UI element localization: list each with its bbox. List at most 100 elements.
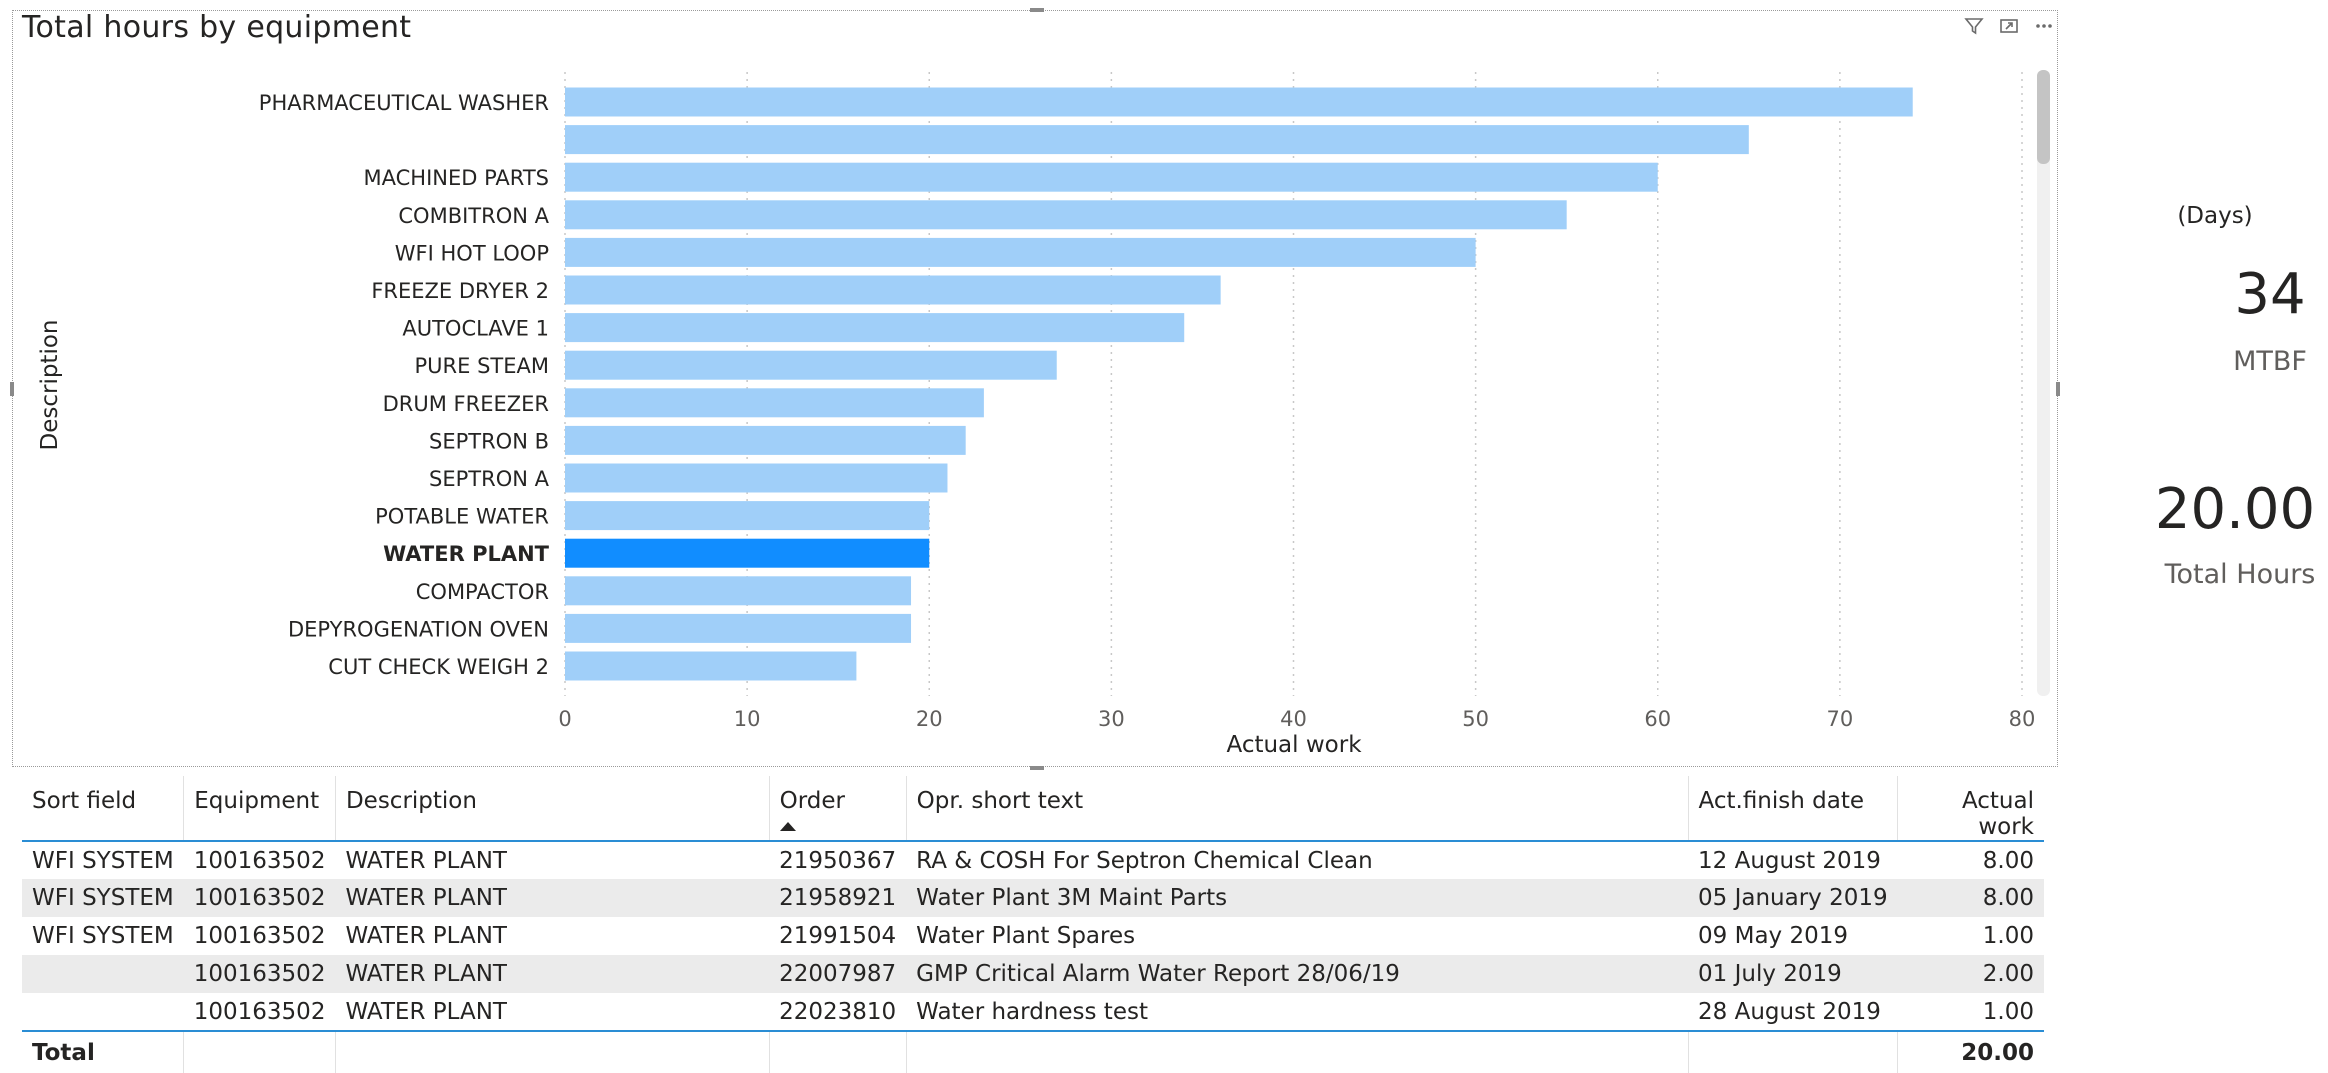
table-row[interactable]: 100163502 WATER PLANT 22023810 Water har… bbox=[22, 993, 2044, 1031]
column-header-actual-work[interactable]: Actual work bbox=[1897, 776, 2044, 842]
column-header-opr-short-text[interactable]: Opr. short text bbox=[906, 776, 1689, 842]
table-row[interactable]: 100163502 WATER PLANT 22007987 GMP Criti… bbox=[22, 955, 2044, 993]
cell-description: WATER PLANT bbox=[335, 879, 770, 917]
cell-sort-field: WFI SYSTEM bbox=[22, 917, 184, 955]
cell-opr-short-text: GMP Critical Alarm Water Report 28/06/19 bbox=[906, 955, 1689, 993]
cell-sort-field bbox=[22, 993, 184, 1031]
bar-chart: PHARMACEUTICAL WASHER MACHINED PARTS COMBI… bbox=[37, 72, 2036, 758]
more-options-icon[interactable] bbox=[2033, 16, 2055, 38]
bar[interactable] bbox=[565, 538, 930, 568]
cell-description: WATER PLANT bbox=[335, 841, 770, 879]
y-category-label: PURE STEAM bbox=[415, 354, 549, 378]
x-tick-label: 10 bbox=[734, 707, 761, 731]
x-tick-label: 0 bbox=[558, 707, 571, 731]
resize-handle-bottom[interactable] bbox=[1030, 766, 1044, 770]
y-category-label: WATER PLANT bbox=[383, 542, 550, 566]
x-tick-label: 70 bbox=[1827, 707, 1854, 731]
resize-handle-left[interactable] bbox=[10, 382, 14, 396]
cell-description: WATER PLANT bbox=[335, 955, 770, 993]
cell-description: WATER PLANT bbox=[335, 917, 770, 955]
y-category-label: WFI HOT LOOP bbox=[395, 241, 549, 265]
cell-order: 21958921 bbox=[769, 879, 907, 917]
cell-act-finish-date: 09 May 2019 bbox=[1688, 917, 1898, 955]
bar[interactable] bbox=[565, 237, 1476, 267]
column-header-order-label: Order bbox=[779, 788, 845, 814]
y-category-label: PHARMACEUTICAL WASHER bbox=[259, 91, 549, 115]
table-total-row: Total 20.00 bbox=[22, 1030, 2044, 1073]
chart-scrollbar-thumb[interactable] bbox=[2037, 70, 2050, 164]
table-row[interactable]: WFI SYSTEM 100163502 WATER PLANT 2199150… bbox=[22, 917, 2044, 955]
column-header-order[interactable]: Order bbox=[769, 776, 907, 842]
x-tick-label: 80 bbox=[2009, 707, 2036, 731]
bar[interactable] bbox=[565, 613, 912, 643]
x-axis-title: Actual work bbox=[1226, 732, 1362, 758]
y-category-label: POTABLE WATER bbox=[375, 505, 549, 529]
cell-equipment: 100163502 bbox=[183, 993, 336, 1031]
cell-sort-field bbox=[22, 955, 184, 993]
column-header-equipment[interactable]: Equipment bbox=[183, 776, 336, 842]
column-header-act-finish-date[interactable]: Act.finish date bbox=[1688, 776, 1899, 842]
table-row[interactable]: WFI SYSTEM 100163502 WATER PLANT 2195036… bbox=[22, 841, 2044, 879]
cell-equipment: 100163502 bbox=[183, 917, 336, 955]
mtbf-unit-label: (Days) bbox=[2177, 203, 2253, 229]
y-category-label: SEPTRON B bbox=[429, 429, 549, 453]
mtbf-value: 34 bbox=[2234, 262, 2306, 327]
y-category-label: MACHINED PARTS bbox=[364, 166, 550, 190]
chart-scrollbar[interactable] bbox=[2037, 70, 2050, 696]
bar[interactable] bbox=[565, 463, 948, 493]
total-value: 20.00 bbox=[1897, 1030, 2044, 1073]
bar[interactable] bbox=[565, 388, 984, 418]
cell-opr-short-text: Water hardness test bbox=[906, 993, 1689, 1031]
bar[interactable] bbox=[565, 125, 1749, 155]
bar[interactable] bbox=[565, 313, 1185, 343]
cell-actual-work: 2.00 bbox=[1897, 955, 2044, 993]
cell-description: WATER PLANT bbox=[335, 993, 770, 1031]
y-category-label: AUTOCLAVE 1 bbox=[402, 317, 549, 341]
x-tick-label: 40 bbox=[1280, 707, 1307, 731]
cell-actual-work: 1.00 bbox=[1897, 917, 2044, 955]
y-category-label: COMPACTOR bbox=[416, 580, 549, 604]
table-row[interactable]: WFI SYSTEM 100163502 WATER PLANT 2195892… bbox=[22, 879, 2044, 917]
resize-handle-right[interactable] bbox=[2056, 382, 2060, 396]
work-order-table: Sort field Equipment Description Order O… bbox=[22, 776, 2044, 1073]
bar[interactable] bbox=[565, 200, 1567, 230]
total-empty-cell bbox=[906, 1030, 1689, 1073]
cell-equipment: 100163502 bbox=[183, 841, 336, 879]
x-tick-label: 50 bbox=[1462, 707, 1489, 731]
cell-sort-field: WFI SYSTEM bbox=[22, 841, 184, 879]
bar[interactable] bbox=[565, 162, 1658, 192]
total-empty-cell bbox=[335, 1030, 770, 1073]
total-hours-value: 20.00 bbox=[2154, 477, 2316, 542]
y-category-label: DEPYROGENATION OVEN bbox=[288, 617, 549, 641]
y-category-label: COMBITRON A bbox=[398, 204, 549, 228]
total-label: Total bbox=[22, 1030, 185, 1073]
cell-equipment: 100163502 bbox=[183, 955, 336, 993]
bar[interactable] bbox=[565, 350, 1057, 380]
column-header-description[interactable]: Description bbox=[335, 776, 770, 842]
column-header-sort-field[interactable]: Sort field bbox=[22, 776, 185, 842]
bar[interactable] bbox=[565, 501, 930, 531]
bar[interactable] bbox=[565, 576, 912, 606]
bar[interactable] bbox=[565, 651, 857, 681]
cell-actual-work: 8.00 bbox=[1897, 841, 2044, 879]
cell-order: 22023810 bbox=[769, 993, 907, 1031]
resize-handle-top[interactable] bbox=[1030, 8, 1044, 12]
focus-mode-icon[interactable] bbox=[1998, 16, 2020, 38]
cell-equipment: 100163502 bbox=[183, 879, 336, 917]
y-category-label: CUT CHECK WEIGH 2 bbox=[328, 655, 549, 679]
bar[interactable] bbox=[565, 425, 966, 455]
cell-act-finish-date: 28 August 2019 bbox=[1688, 993, 1898, 1031]
filter-icon[interactable] bbox=[1963, 16, 1985, 38]
cell-opr-short-text: RA & COSH For Septron Chemical Clean bbox=[906, 841, 1689, 879]
bar[interactable] bbox=[565, 87, 1913, 117]
cell-actual-work: 1.00 bbox=[1897, 993, 2044, 1031]
sort-ascending-icon bbox=[779, 822, 796, 831]
bar[interactable] bbox=[565, 275, 1221, 305]
cell-opr-short-text: Water Plant 3M Maint Parts bbox=[906, 879, 1689, 917]
cell-order: 21950367 bbox=[769, 841, 907, 879]
cell-act-finish-date: 12 August 2019 bbox=[1688, 841, 1898, 879]
cell-act-finish-date: 01 July 2019 bbox=[1688, 955, 1898, 993]
y-category-label: SEPTRON A bbox=[429, 467, 550, 491]
x-tick-label: 30 bbox=[1098, 707, 1125, 731]
total-hours-label: Total Hours bbox=[2164, 559, 2316, 590]
